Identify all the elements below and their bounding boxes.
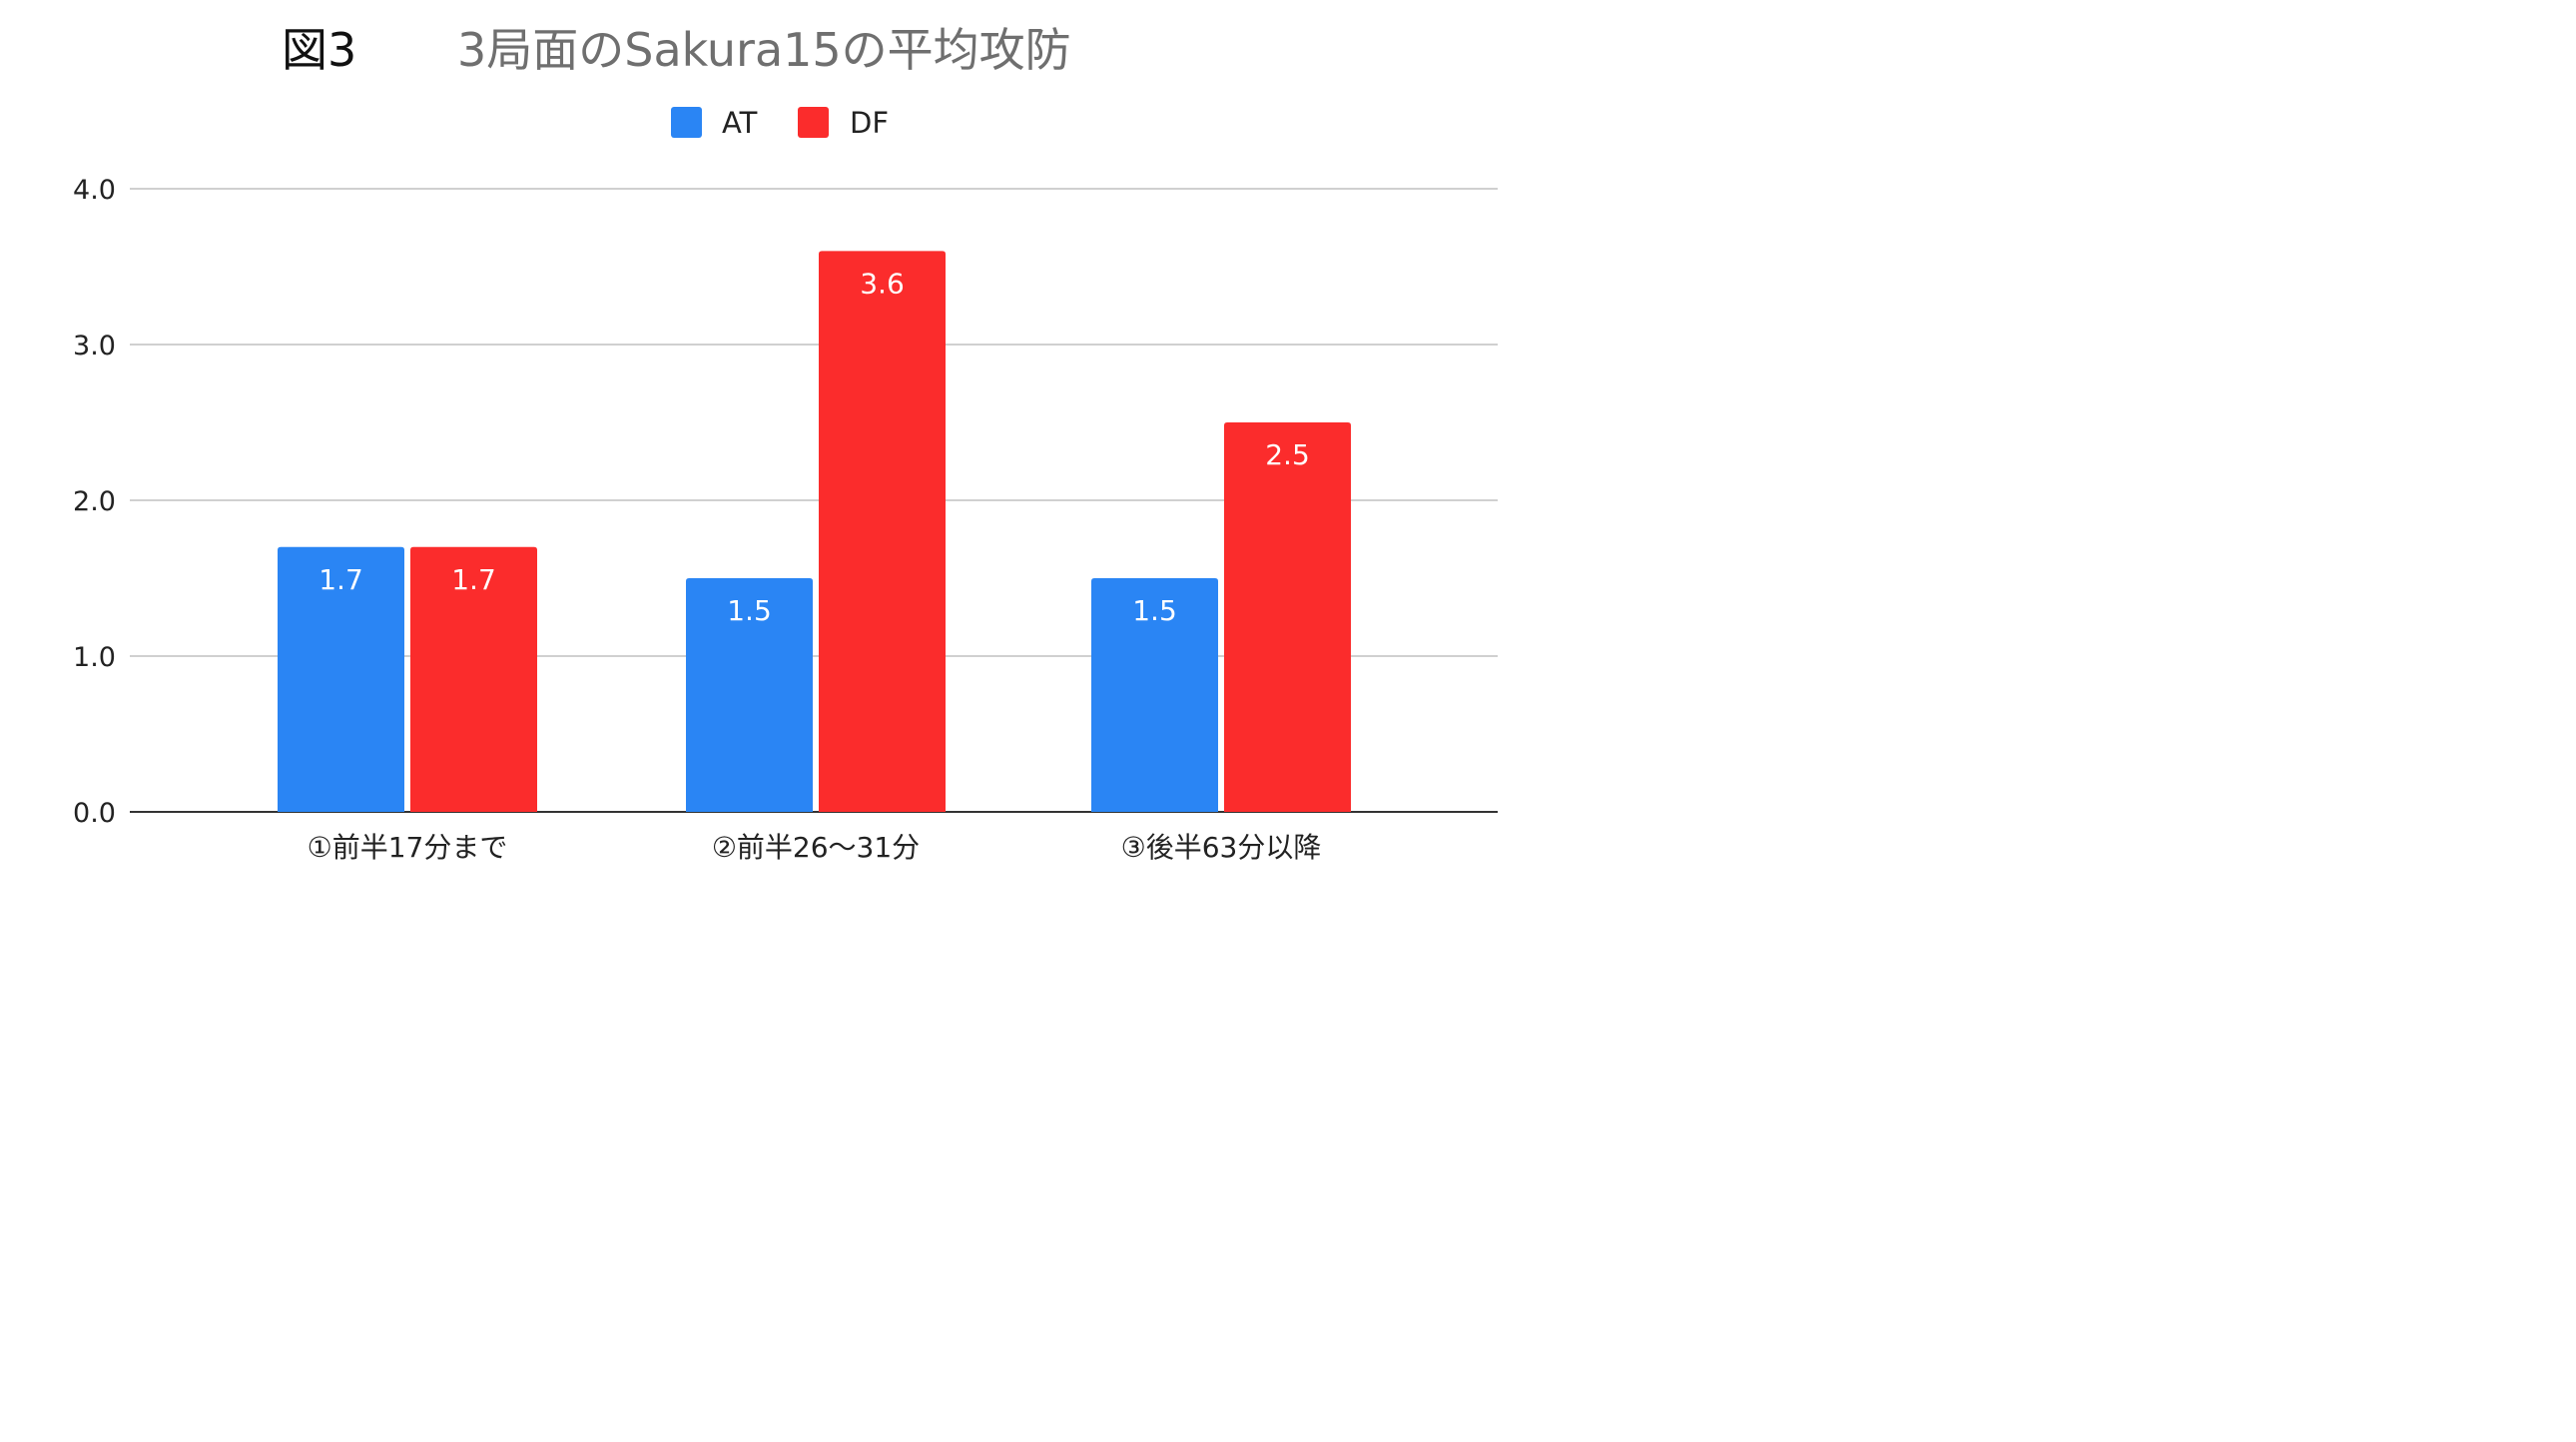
chart-svg: 0.0 1.0 2.0 3.0 4.0 1.7 1.7 ①前半17分まで 1.5 3.6 ②前半26… <box>73 106 1498 864</box>
y-tick-label: 2.0 <box>73 486 116 517</box>
data-label: 2.5 <box>1265 438 1310 471</box>
data-label: 1.7 <box>319 563 363 596</box>
data-label: 1.7 <box>451 563 496 596</box>
data-label: 1.5 <box>1132 594 1177 627</box>
legend-label-at: AT <box>722 106 758 140</box>
bar-df <box>1224 422 1351 812</box>
chart-title: 3局面のSakura15の平均攻防 <box>457 23 1071 77</box>
bar-df <box>819 251 946 812</box>
figure-label: 図3 <box>282 23 357 77</box>
y-tick-label: 3.0 <box>73 331 116 361</box>
legend-label-df: DF <box>850 106 889 140</box>
chart: 図3 3局面のSakura15の平均攻防 0.0 1.0 2.0 3.0 4.0 1.7 1… <box>0 0 1566 880</box>
x-tick-label: ③後半63分以降 <box>1121 831 1322 864</box>
legend-swatch-at <box>671 107 702 138</box>
y-tick-label: 0.0 <box>73 798 116 829</box>
y-tick-label: 4.0 <box>73 175 116 206</box>
bar-df <box>410 546 537 812</box>
bar-at <box>686 578 813 812</box>
data-label: 3.6 <box>860 267 905 300</box>
data-label: 1.5 <box>727 594 772 627</box>
y-tick-label: 1.0 <box>73 642 116 673</box>
x-tick-label: ②前半26〜31分 <box>712 831 920 864</box>
legend-swatch-df <box>798 107 829 138</box>
x-tick-label: ①前半17分まで <box>308 831 508 864</box>
bar-at <box>1091 578 1218 812</box>
bar-at <box>278 546 404 812</box>
